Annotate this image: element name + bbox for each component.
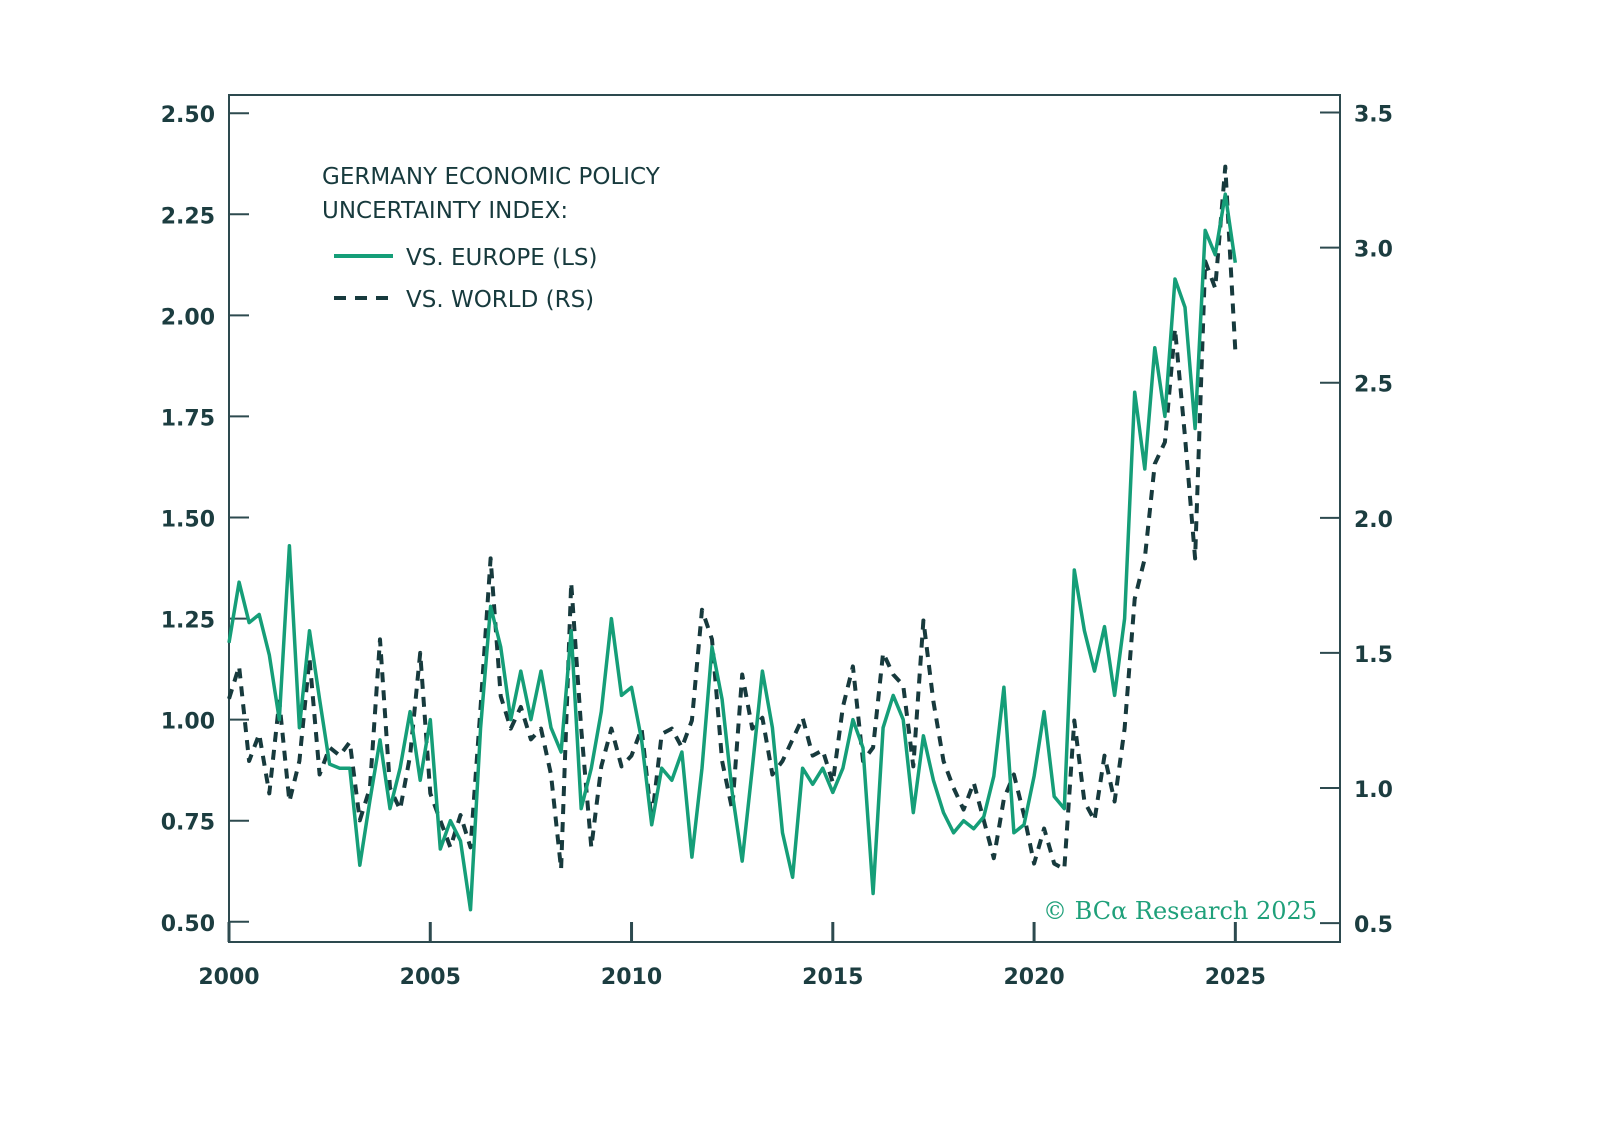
x-axis-tick-label: 2000	[198, 965, 259, 990]
left-axis-tick-label: 1.50	[161, 507, 215, 532]
left-axis-tick-label: 0.50	[161, 912, 215, 937]
left-axis-tick-label: 1.75	[161, 406, 215, 431]
right-axis-tick-label: 1.5	[1354, 643, 1393, 668]
x-axis-tick-label: 2025	[1205, 965, 1266, 990]
left-axis-tick-label: 2.00	[161, 305, 215, 330]
right-axis-tick-label: 2.0	[1354, 508, 1393, 533]
right-axis-tick-label: 2.5	[1354, 373, 1393, 398]
left-axis-tick-label: 1.00	[161, 710, 215, 735]
x-axis-tick-label: 2005	[400, 965, 461, 990]
legend-label-world: VS. WORLD (RS)	[406, 287, 594, 313]
left-axis: 0.50 0.75 1.00 1.25 1.50 1.75 2.00 2.25 2.50	[161, 103, 249, 937]
right-axis-tick-label: 1.0	[1354, 778, 1393, 803]
series-layer	[227, 164, 1238, 912]
x-axis-tick-label: 2010	[601, 965, 662, 990]
right-axis-tick-label: 3.5	[1354, 103, 1393, 128]
right-axis: 0.5 1.0 1.5 2.0 2.5 3.0 3.5	[1320, 103, 1393, 938]
legend-title-line-2: UNCERTAINTY INDEX:	[322, 198, 568, 224]
series-line-europe	[227, 192, 1238, 912]
credit-annotation: © BCα Research 2025	[1043, 897, 1317, 925]
x-axis-tick-label: 2020	[1003, 965, 1064, 990]
legend: GERMANY ECONOMIC POLICY UNCERTAINTY INDE…	[322, 164, 661, 313]
left-axis-tick-label: 1.25	[161, 609, 215, 634]
left-axis-tick-label: 0.75	[161, 811, 215, 836]
right-axis-tick-label: 3.0	[1354, 238, 1393, 263]
right-axis-tick-label: 0.5	[1354, 913, 1393, 938]
x-axis-tick-label: 2015	[802, 965, 863, 990]
left-axis-tick-label: 2.25	[161, 204, 215, 229]
x-axis: 2000 2005 2010 2015 2020 2025	[198, 922, 1266, 990]
series-line-world	[227, 164, 1238, 872]
legend-label-europe: VS. EUROPE (LS)	[406, 245, 597, 271]
left-axis-tick-label: 2.50	[161, 103, 215, 128]
legend-title-line-1: GERMANY ECONOMIC POLICY	[322, 164, 661, 190]
